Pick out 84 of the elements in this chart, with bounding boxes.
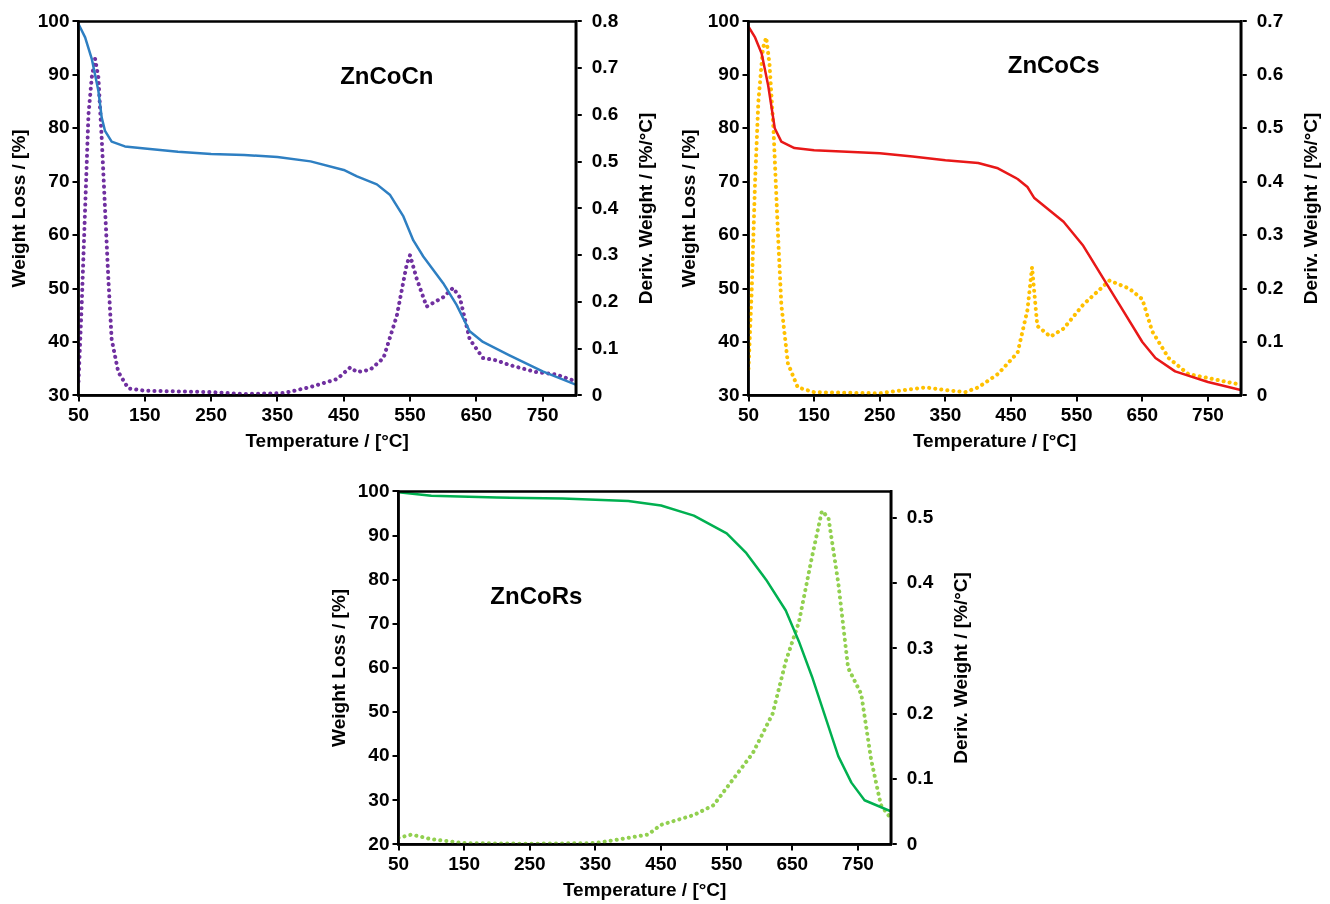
y-tick-label: 80 [718, 116, 740, 138]
y-axis-title: Weight Loss / [%] [327, 588, 349, 747]
y2-tick-label: 0.2 [1256, 276, 1284, 298]
y2-tick-label: 0.4 [591, 196, 619, 218]
annotation: ZnCoCs [1007, 50, 1100, 78]
y-tick-label: 60 [368, 656, 390, 678]
y-tick-label: 100 [37, 9, 70, 31]
y2-tick-label: 0.2 [906, 701, 934, 723]
y-tick-label: 80 [368, 567, 390, 589]
y2-tick-label: 0.3 [1256, 223, 1284, 245]
x-tick-label: 650 [1126, 404, 1159, 426]
y2-tick-label: 0.8 [591, 9, 619, 31]
y2-tick-label: 0.4 [1256, 169, 1284, 191]
y2-tick-label: 0.7 [591, 56, 619, 78]
y-tick-label: 90 [718, 63, 740, 85]
x-tick-label: 150 [448, 853, 480, 875]
y-tick-label: 30 [368, 788, 390, 810]
y-tick-label: 70 [368, 612, 390, 634]
x-axis-title: Temperature / [°C] [245, 429, 409, 451]
x-tick-label: 250 [863, 404, 896, 426]
y2-axis-title: Deriv. Weight / [%/°C] [950, 572, 972, 764]
x-tick-label: 750 [1192, 404, 1224, 426]
y2-tick-label: 0.6 [591, 103, 619, 125]
x-tick-label: 650 [776, 853, 809, 875]
y-tick-label: 100 [707, 9, 740, 31]
x-tick-label: 350 [579, 853, 612, 875]
x-tick-label: 750 [526, 404, 559, 426]
y-axis-title: Weight Loss / [%] [7, 129, 29, 288]
x-axis-title: Temperature / [°C] [562, 878, 727, 900]
annotation: ZnCoCn [340, 62, 434, 90]
y-tick-label: 40 [718, 330, 740, 352]
x-tick-label: 450 [995, 404, 1027, 426]
x-tick-label: 50 [387, 853, 410, 875]
y2-tick-label: 0.3 [591, 243, 619, 265]
y2-tick-label: 0.1 [906, 767, 934, 789]
y-axis-title: Weight Loss / [%] [677, 129, 699, 288]
y-tick-label: 40 [48, 330, 70, 352]
x-tick-label: 650 [460, 404, 493, 426]
y2-tick-label: 0 [906, 832, 918, 854]
x-tick-label: 550 [1060, 404, 1093, 426]
y2-tick-label: 0.7 [1256, 9, 1284, 31]
y-tick-label: 50 [368, 700, 390, 722]
x-tick-label: 750 [842, 853, 874, 875]
y2-tick-label: 0 [1256, 383, 1268, 405]
y2-tick-label: 0.2 [591, 290, 619, 312]
x-tick-label: 550 [710, 853, 743, 875]
y-tick-label: 60 [718, 223, 740, 245]
x-tick-label: 50 [737, 404, 760, 426]
y2-tick-label: 0.3 [906, 636, 934, 658]
y2-tick-label: 0 [591, 383, 603, 405]
y-tick-label: 30 [48, 383, 70, 405]
y-tick-label: 90 [48, 63, 70, 85]
x-axis-title: Temperature / [°C] [912, 429, 1077, 451]
x-tick-label: 150 [128, 404, 161, 426]
x-tick-label: 450 [645, 853, 677, 875]
x-tick-label: 250 [513, 853, 546, 875]
y2-axis-title: Deriv. Weight / [%/°C] [1300, 112, 1322, 305]
y-tick-label: 20 [368, 832, 390, 854]
y-tick-label: 50 [718, 276, 740, 298]
y-tick-label: 70 [718, 169, 740, 191]
x-tick-label: 350 [929, 404, 962, 426]
y-tick-label: 100 [357, 479, 390, 501]
y-tick-label: 30 [718, 383, 740, 405]
y2-tick-label: 0.6 [1256, 63, 1284, 85]
y2-axis-title: Deriv. Weight / [%/°C] [635, 112, 657, 305]
y-tick-label: 50 [48, 276, 70, 298]
x-tick-label: 350 [261, 404, 294, 426]
y2-tick-label: 0.4 [906, 571, 934, 593]
x-tick-label: 150 [798, 404, 830, 426]
y2-tick-label: 0.1 [1256, 330, 1284, 352]
x-tick-label: 250 [195, 404, 227, 426]
x-tick-label: 450 [327, 404, 360, 426]
y-tick-label: 60 [48, 223, 70, 245]
y2-tick-label: 0.5 [1256, 116, 1284, 138]
y-tick-label: 80 [48, 116, 70, 138]
y-tick-label: 90 [368, 523, 390, 545]
y-tick-label: 40 [368, 744, 390, 766]
x-tick-label: 550 [394, 404, 426, 426]
annotation: ZnCoRs [490, 581, 583, 609]
y2-tick-label: 0.5 [906, 505, 934, 527]
y-tick-label: 70 [48, 169, 70, 191]
y2-tick-label: 0.1 [591, 336, 619, 358]
y2-tick-label: 0.5 [591, 149, 619, 171]
x-tick-label: 50 [67, 404, 90, 426]
